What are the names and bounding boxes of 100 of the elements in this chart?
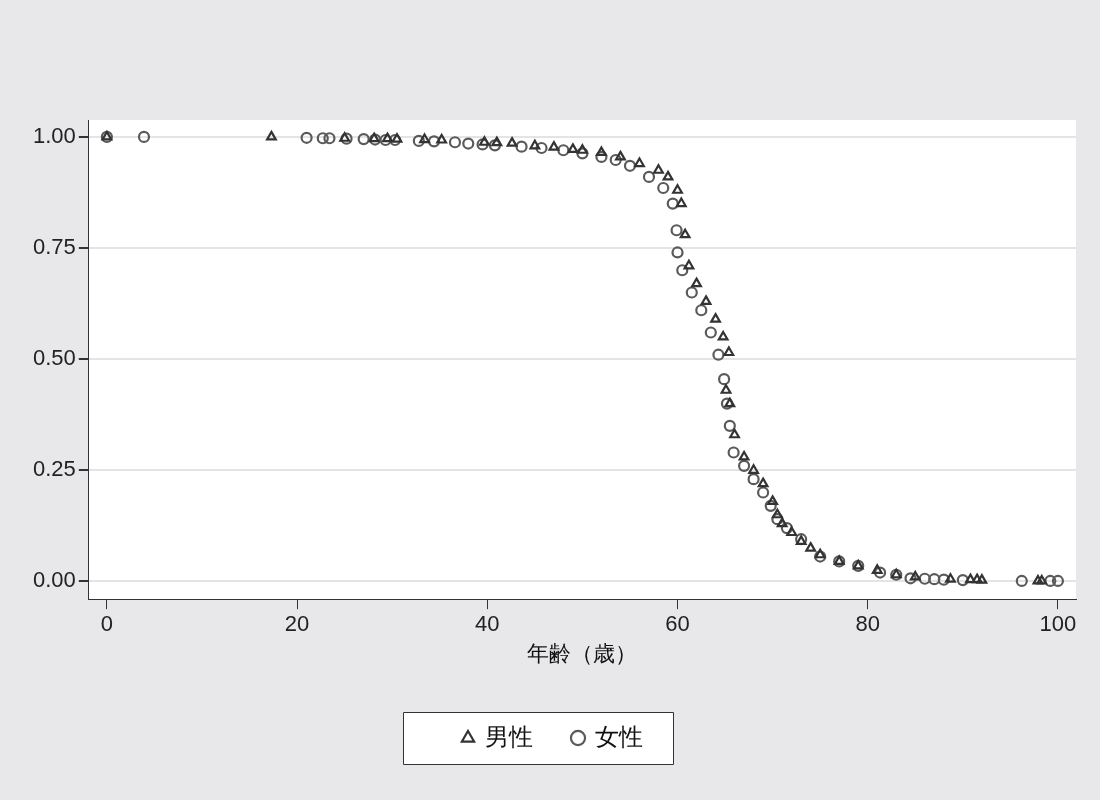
point: [918, 572, 931, 585]
point: [535, 141, 548, 155]
point: [567, 143, 579, 153]
point: [679, 228, 691, 239]
point: [683, 259, 695, 270]
point: [609, 153, 622, 167]
point: [596, 146, 607, 157]
point: [727, 446, 740, 459]
point: [506, 137, 518, 147]
point: [672, 184, 683, 194]
point: [971, 573, 983, 584]
point: [529, 139, 541, 150]
point: [685, 286, 698, 299]
x-axis-title: 年齢（歳）: [527, 640, 638, 666]
point: [909, 570, 921, 581]
point: [615, 150, 626, 161]
point: [657, 181, 670, 195]
x-tick-label: 100: [1039, 611, 1077, 637]
point: [729, 428, 741, 439]
point: [412, 134, 425, 147]
point: [764, 499, 777, 512]
y-tick-label: 0.00: [32, 567, 76, 593]
point: [448, 136, 462, 149]
point: [576, 147, 589, 160]
point: [786, 526, 798, 537]
y-tick-label: 0.50: [32, 345, 76, 371]
point: [671, 246, 684, 259]
x-tick-label: 80: [855, 611, 880, 637]
legend-label: 男性: [485, 722, 533, 750]
point: [976, 573, 988, 584]
point: [767, 495, 779, 505]
point: [675, 197, 687, 208]
point: [576, 144, 588, 154]
point: [388, 133, 402, 147]
point: [945, 573, 956, 583]
point: [427, 135, 441, 148]
point: [776, 517, 788, 528]
y-tick-label: 0.75: [32, 234, 76, 260]
point: [300, 131, 313, 144]
point: [265, 130, 277, 141]
y-tick-label: 0.25: [32, 456, 76, 482]
point: [710, 313, 721, 323]
point: [515, 140, 528, 153]
point: [904, 572, 917, 585]
point: [557, 144, 570, 157]
point: [436, 133, 448, 144]
point: [642, 170, 656, 183]
point: [488, 139, 502, 152]
point: [723, 346, 735, 357]
x-tick-label: 40: [475, 611, 500, 637]
point: [965, 573, 976, 584]
point: [323, 132, 336, 145]
point: [937, 573, 950, 586]
point: [718, 373, 731, 386]
point: [700, 295, 712, 305]
point: [691, 277, 702, 288]
point: [316, 132, 329, 145]
point: [738, 450, 750, 461]
point: [1036, 574, 1048, 585]
point: [724, 397, 736, 408]
point: [1015, 574, 1028, 588]
point: [720, 384, 732, 394]
point: [780, 521, 793, 535]
x-tick-label: 0: [100, 611, 114, 637]
point: [928, 573, 941, 586]
point: [391, 133, 403, 143]
point: [814, 548, 826, 559]
point: [956, 573, 969, 587]
point: [695, 304, 708, 317]
point: [548, 141, 560, 151]
point: [666, 197, 679, 210]
point: [676, 264, 689, 277]
point: [137, 130, 151, 143]
point: [479, 136, 490, 146]
point: [723, 419, 736, 432]
point: [382, 132, 393, 143]
point: [623, 159, 637, 172]
x-tick-label: 60: [665, 611, 690, 637]
point: [771, 513, 784, 526]
point: [737, 459, 751, 472]
x-tick-label: 20: [284, 611, 310, 637]
point: [873, 566, 887, 579]
point: [1032, 574, 1044, 585]
point: [462, 137, 475, 150]
point: [670, 224, 683, 237]
point: [717, 330, 729, 341]
point: [379, 133, 392, 147]
point: [712, 348, 725, 361]
legend-label: 女性: [595, 722, 643, 750]
point: [1051, 574, 1065, 588]
y-tick-label: 1.00: [32, 122, 76, 148]
point: [704, 326, 717, 339]
point: [653, 164, 664, 174]
point: [748, 464, 760, 474]
point: [805, 541, 817, 552]
point: [662, 170, 674, 181]
point: [814, 550, 827, 563]
point: [491, 136, 503, 147]
point: [476, 138, 489, 151]
point: [419, 133, 430, 144]
